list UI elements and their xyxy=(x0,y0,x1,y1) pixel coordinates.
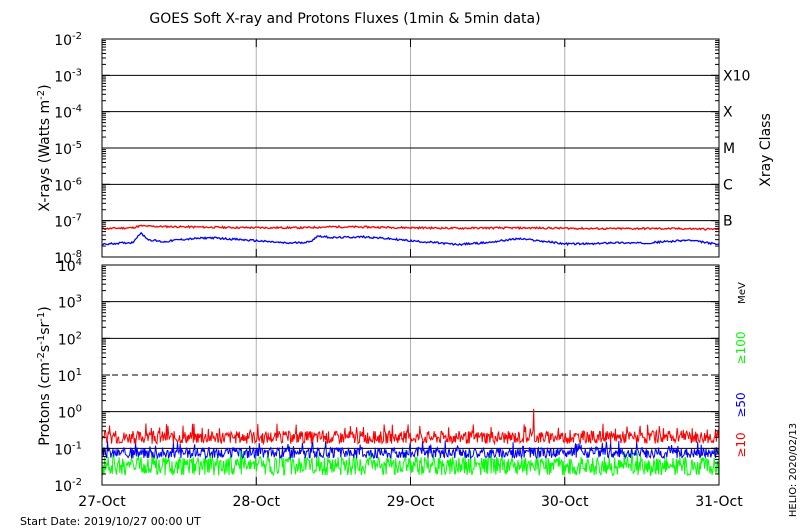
xray-ytick-label: 10-5 xyxy=(54,140,82,158)
proton-series-line xyxy=(101,449,720,477)
legend-entry: ≥10 xyxy=(734,432,748,457)
xray-ytick-label: 10-8 xyxy=(54,249,82,267)
xray-class-M: M xyxy=(723,141,735,157)
xray-ytick-label: 10-2 xyxy=(54,31,82,49)
x-tick-label: 28-Oct xyxy=(233,494,281,510)
x-tick-label: 31-Oct xyxy=(695,494,743,510)
proton-series-line xyxy=(101,440,720,461)
proton-ytick-label: 101 xyxy=(58,367,82,385)
xray-class-B: B xyxy=(723,214,733,230)
xray-class-X: X xyxy=(723,105,733,121)
x-tick-label: 30-Oct xyxy=(541,494,589,510)
x-tick-label: 27-Oct xyxy=(78,494,126,510)
proton-ytick-label: 10-1 xyxy=(54,440,82,458)
xray-class-axis-label: Xray Class xyxy=(758,113,774,187)
xray-class-C: C xyxy=(723,177,733,193)
proton-ytick-label: 10-2 xyxy=(54,477,82,495)
protons-panel: 10-2 10-1 100 101 102 103 104 27-Oct 28-Oct 29-O… xyxy=(36,257,748,510)
proton-y-axis-label: Protons (cm-2s-1sr-1) xyxy=(36,306,53,445)
proton-ytick-label: 103 xyxy=(58,294,82,312)
xray-ytick-label: 10-6 xyxy=(54,176,82,194)
x-tick-label: 29-Oct xyxy=(387,494,435,510)
proton-unit-label: MeV xyxy=(737,282,748,304)
credit-label: HELIO: 2020/02/13 xyxy=(788,423,799,517)
legend-entry: ≥100 xyxy=(734,332,748,365)
xray-class-X10: X10 xyxy=(723,68,750,84)
proton-series-line xyxy=(101,408,720,446)
xray-series-line xyxy=(101,231,720,247)
xray-ytick-label: 10-3 xyxy=(54,67,82,85)
xray-ytick-label: 10-4 xyxy=(54,104,82,122)
xray-y-axis-label: X-rays (Watts m-2) xyxy=(36,84,53,211)
legend-entry: ≥50 xyxy=(734,392,748,417)
chart-title: GOES Soft X-ray and Protons Fluxes (1min… xyxy=(149,11,540,27)
proton-ytick-label: 100 xyxy=(58,404,82,422)
xray-ytick-label: 10-7 xyxy=(54,213,82,231)
proton-ytick-label: 102 xyxy=(58,330,82,348)
proton-ytick-label: 104 xyxy=(58,257,82,275)
xray-series-line xyxy=(101,224,720,231)
start-date-label: Start Date: 2019/10/27 00:00 UT xyxy=(20,515,201,528)
xray-panel: 10-8 10-7 10-6 10-5 10-4 10-3 10-2 B C M X X10 X-r… xyxy=(36,31,774,267)
